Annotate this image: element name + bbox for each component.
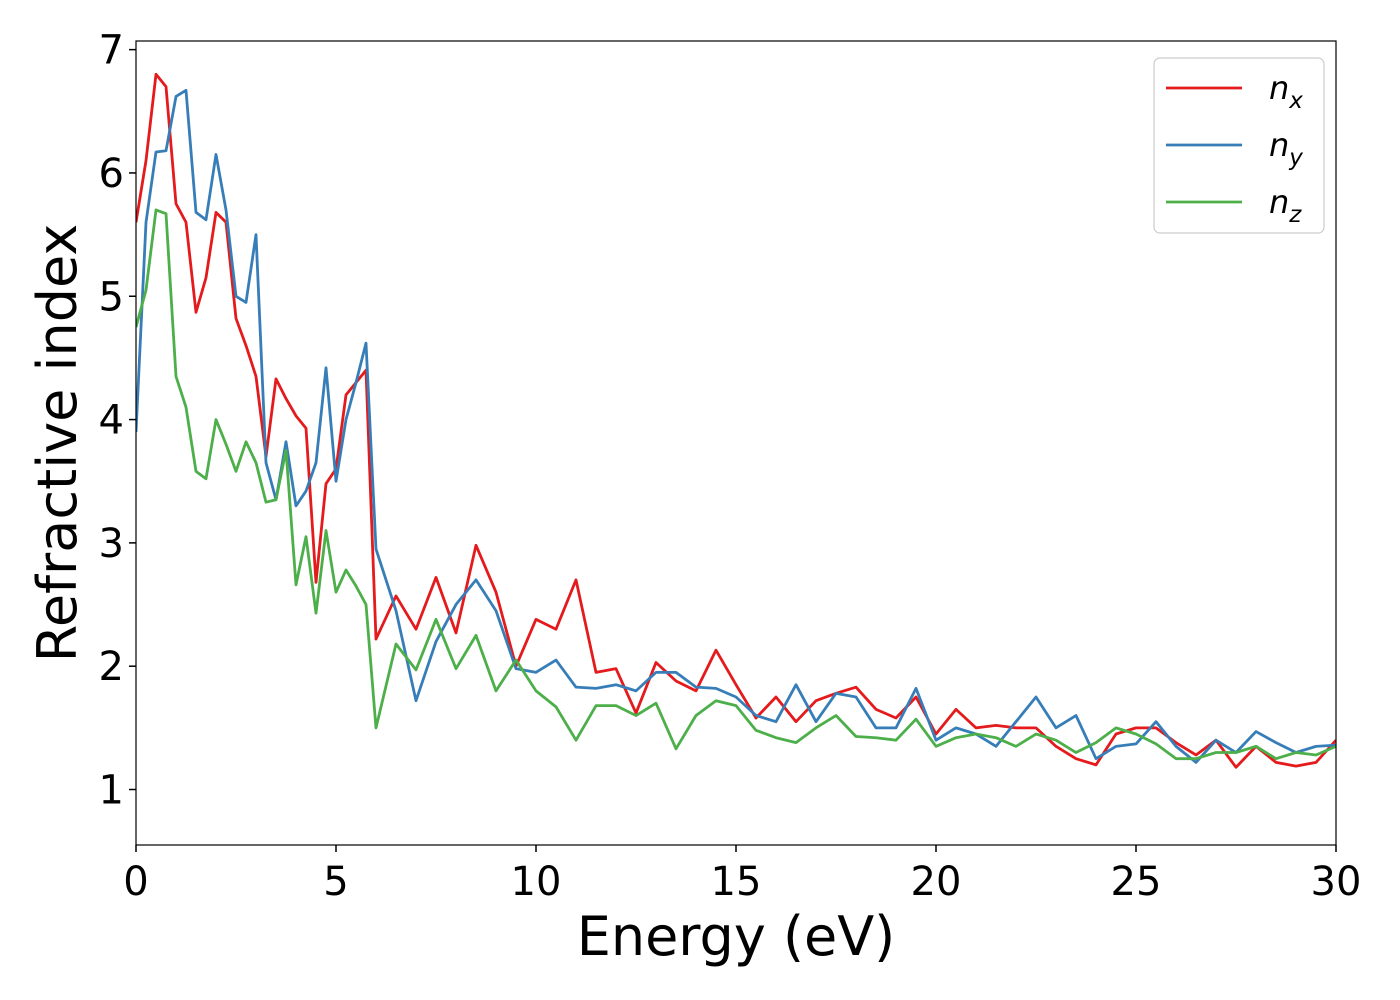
x-tick-label: 25	[1111, 859, 1162, 905]
legend-label: nz	[1269, 183, 1302, 228]
legend-label: ny	[1269, 126, 1303, 171]
legend: nx ny nz	[1153, 57, 1325, 234]
y-tick-label: 6	[99, 151, 124, 197]
x-tick-label: 20	[911, 859, 962, 905]
y-tick-label: 3	[99, 521, 124, 567]
x-tick-label: 15	[711, 859, 762, 905]
x-tick-label: 5	[323, 859, 348, 905]
y-tick-label: 4	[99, 398, 124, 444]
y-tick-label: 7	[99, 28, 124, 74]
x-axis-label: Energy (eV)	[577, 905, 896, 968]
legend-label: nx	[1269, 69, 1303, 114]
x-tick-label: 10	[511, 859, 562, 905]
data-line	[136, 208, 1336, 761]
data-line	[136, 88, 1336, 764]
y-tick-label: 1	[99, 768, 124, 814]
y-axis-label: Refractive index	[26, 224, 89, 663]
x-tick-label: 30	[1311, 859, 1362, 905]
y-tick-label: 5	[99, 274, 124, 320]
y-tick-label: 2	[99, 644, 124, 690]
data-line	[136, 72, 1336, 769]
plot-frame	[135, 40, 1337, 846]
x-tick-label: 0	[123, 859, 148, 905]
